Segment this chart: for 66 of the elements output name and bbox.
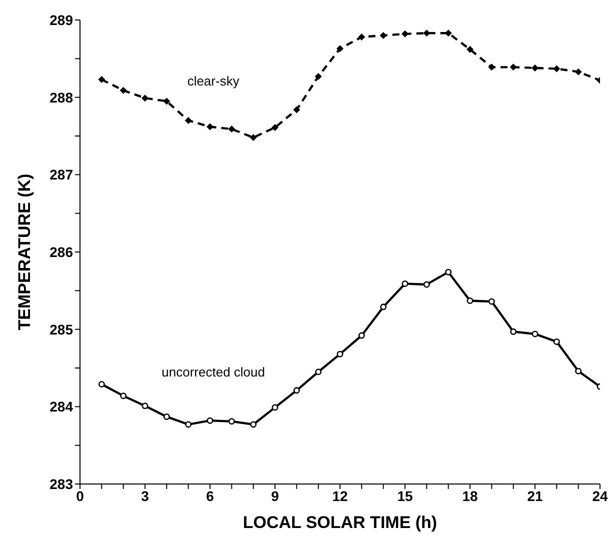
- point: [250, 421, 257, 428]
- y-tick-label: 287: [50, 166, 74, 183]
- point: [380, 32, 387, 39]
- point: [293, 387, 300, 394]
- point: [466, 297, 474, 304]
- x-tick-label: 6: [206, 488, 214, 504]
- point: [488, 298, 495, 305]
- point: [142, 94, 148, 102]
- point: [206, 123, 214, 130]
- point: [402, 30, 408, 38]
- series-label: clear-sky: [187, 74, 240, 89]
- point: [575, 368, 582, 374]
- point: [228, 418, 235, 425]
- y-tick-label: 288: [50, 89, 74, 106]
- point: [272, 124, 278, 131]
- x-tick-label: 24: [592, 488, 608, 504]
- text: uncorrected cloud: [162, 364, 266, 380]
- point: [250, 134, 257, 142]
- point: [184, 117, 192, 124]
- y-tick-label: 286: [50, 244, 74, 260]
- x-tick-label: 15: [397, 488, 413, 504]
- y-tick-label: 285: [50, 321, 74, 338]
- point: [532, 64, 538, 72]
- point: [423, 281, 430, 288]
- y-tick-label: 283: [50, 476, 74, 492]
- x-axis-title: LOCAL SOLAR TIME (h): [242, 513, 438, 532]
- x-tick-label: 0: [76, 488, 84, 504]
- point: [380, 304, 387, 310]
- point: [98, 380, 105, 388]
- point: [574, 68, 582, 76]
- point: [336, 350, 344, 358]
- y-axis-title: TEMPERATURE (K): [15, 174, 34, 330]
- point: [358, 332, 365, 339]
- point: [315, 368, 322, 376]
- point: [336, 45, 344, 52]
- point: [423, 30, 430, 37]
- point: [510, 328, 517, 335]
- point: [163, 413, 170, 420]
- point: [488, 64, 496, 71]
- point: [142, 402, 148, 410]
- y-tick-label: 284: [50, 398, 74, 415]
- point: [272, 404, 278, 411]
- point: [206, 417, 214, 424]
- x-tick-label: 18: [462, 488, 478, 504]
- point: [314, 72, 322, 80]
- point: [120, 86, 127, 94]
- point: [358, 34, 366, 41]
- point: [163, 98, 170, 105]
- point: [553, 65, 560, 72]
- point: [228, 126, 236, 133]
- y-tick-label: 289: [50, 12, 74, 28]
- point: [553, 338, 560, 345]
- point: [532, 330, 538, 338]
- point: [120, 392, 127, 400]
- point: [510, 64, 517, 71]
- x-tick-label: 3: [141, 488, 150, 504]
- x-tick-label: 12: [332, 488, 348, 504]
- x-tick-label: 9: [271, 488, 280, 504]
- point: [98, 76, 106, 84]
- point: [466, 46, 474, 53]
- point: [185, 421, 192, 428]
- point: [444, 30, 452, 37]
- point: [293, 106, 300, 114]
- x-tick-label: 21: [527, 488, 543, 504]
- point: [402, 280, 408, 287]
- point: [445, 268, 452, 276]
